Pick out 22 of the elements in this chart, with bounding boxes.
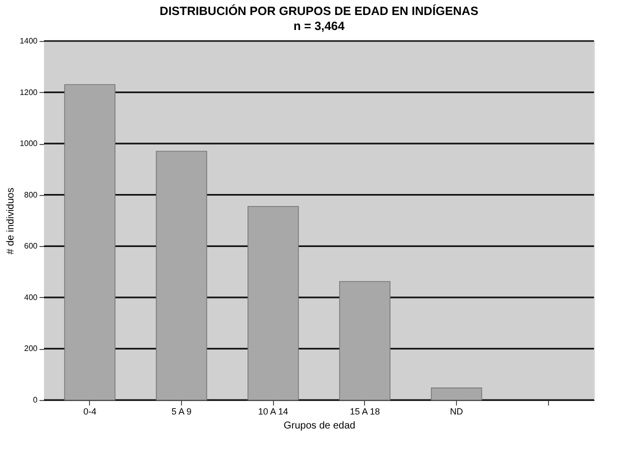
chart-title: DISTRIBUCIÓN POR GRUPOS DE EDAD EN INDÍGENAS xyxy=(160,4,478,18)
chart-subtitle: n = 3,464 xyxy=(293,19,345,33)
y-tick-label: 600 xyxy=(24,242,38,251)
y-tick-label: 800 xyxy=(24,190,38,200)
bar xyxy=(339,281,390,400)
bar xyxy=(430,388,482,400)
y-axis-title: # de individuos xyxy=(6,188,17,254)
y-tick-label: 200 xyxy=(24,344,38,354)
y-tick-label: 1200 xyxy=(20,88,38,97)
x-tick-label: 15 A 18 xyxy=(350,406,380,416)
y-tick-label: 400 xyxy=(24,292,38,302)
y-tick-label: 1000 xyxy=(20,139,38,148)
bar xyxy=(64,84,116,400)
x-tick-label: 10 A 14 xyxy=(258,406,288,416)
y-tick-label: 1400 xyxy=(20,36,38,46)
x-tick-label: ND xyxy=(450,406,464,416)
y-tick-label: 0 xyxy=(33,396,38,404)
x-tick-label: 5 A 9 xyxy=(171,406,192,416)
x-tick-label: 0-4 xyxy=(83,406,96,416)
x-axis-title: Grupos de edad xyxy=(284,420,356,432)
bar xyxy=(156,150,208,400)
bar xyxy=(248,206,299,400)
